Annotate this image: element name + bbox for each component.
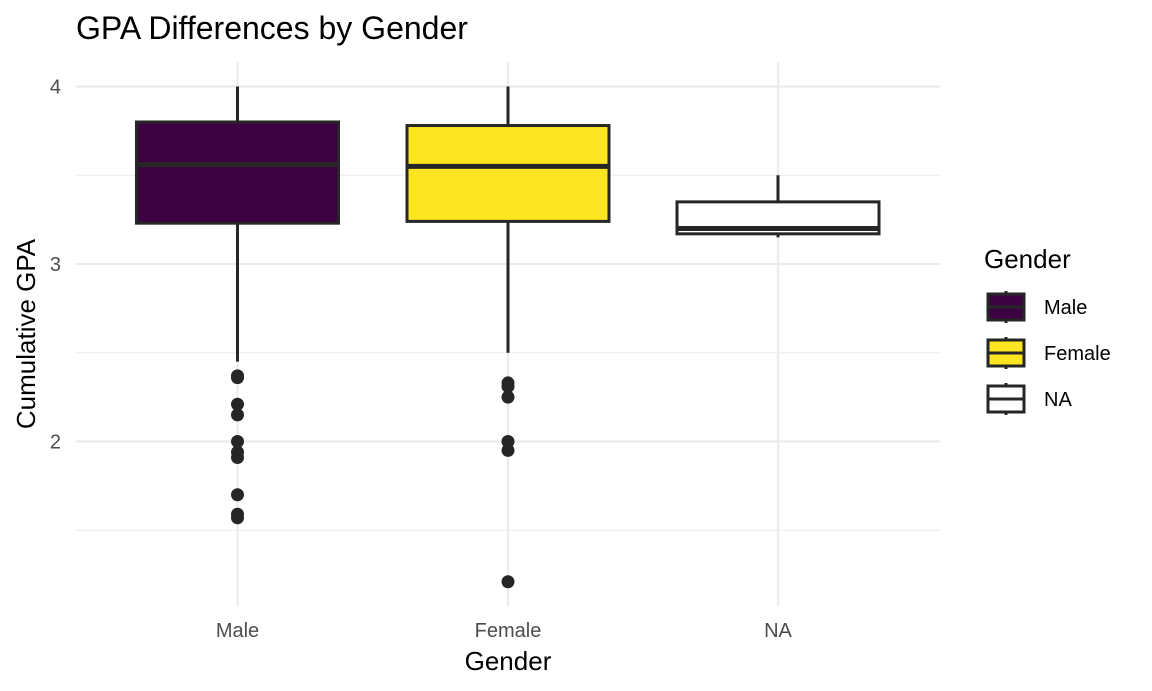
x-axis-title: Gender: [465, 646, 552, 676]
outlier-point: [501, 379, 515, 393]
outlier-point: [501, 575, 515, 589]
outlier-point: [231, 488, 244, 502]
outlier-point: [501, 390, 515, 404]
legend-label: Female: [1044, 343, 1111, 365]
plot-area: 2 3 4 Male Female NA: [50, 62, 940, 642]
box-iqr: [405, 124, 611, 223]
y-tick-label: 3: [50, 254, 61, 276]
y-tick-label: 4: [50, 77, 61, 99]
x-tick-label: Female: [475, 620, 542, 642]
outlier-point: [231, 371, 244, 385]
outlier-point: [231, 397, 244, 411]
outlier-point: [501, 443, 515, 457]
y-axis-title: Cumulative GPA: [11, 238, 41, 429]
legend-item-male: Male: [986, 291, 1087, 323]
legend-label: NA: [1044, 389, 1072, 411]
legend-label: Male: [1044, 297, 1087, 319]
outlier-point: [231, 435, 244, 448]
box-male: [135, 86, 340, 525]
legend-item-na: NA: [986, 383, 1072, 415]
x-tick-label: NA: [764, 620, 792, 642]
y-tick-label: 2: [50, 432, 61, 454]
box-female: [405, 86, 611, 589]
outlier-point: [231, 450, 244, 464]
legend-item-female: Female: [986, 337, 1111, 369]
box-na: [675, 175, 881, 238]
x-tick-label: Male: [216, 620, 259, 642]
box-iqr: [135, 120, 340, 225]
outlier-point: [231, 511, 244, 525]
legend: Gender Male Female NA: [984, 244, 1111, 415]
legend-title: Gender: [984, 244, 1071, 274]
outlier-point: [231, 408, 244, 422]
chart-title: GPA Differences by Gender: [76, 10, 468, 46]
